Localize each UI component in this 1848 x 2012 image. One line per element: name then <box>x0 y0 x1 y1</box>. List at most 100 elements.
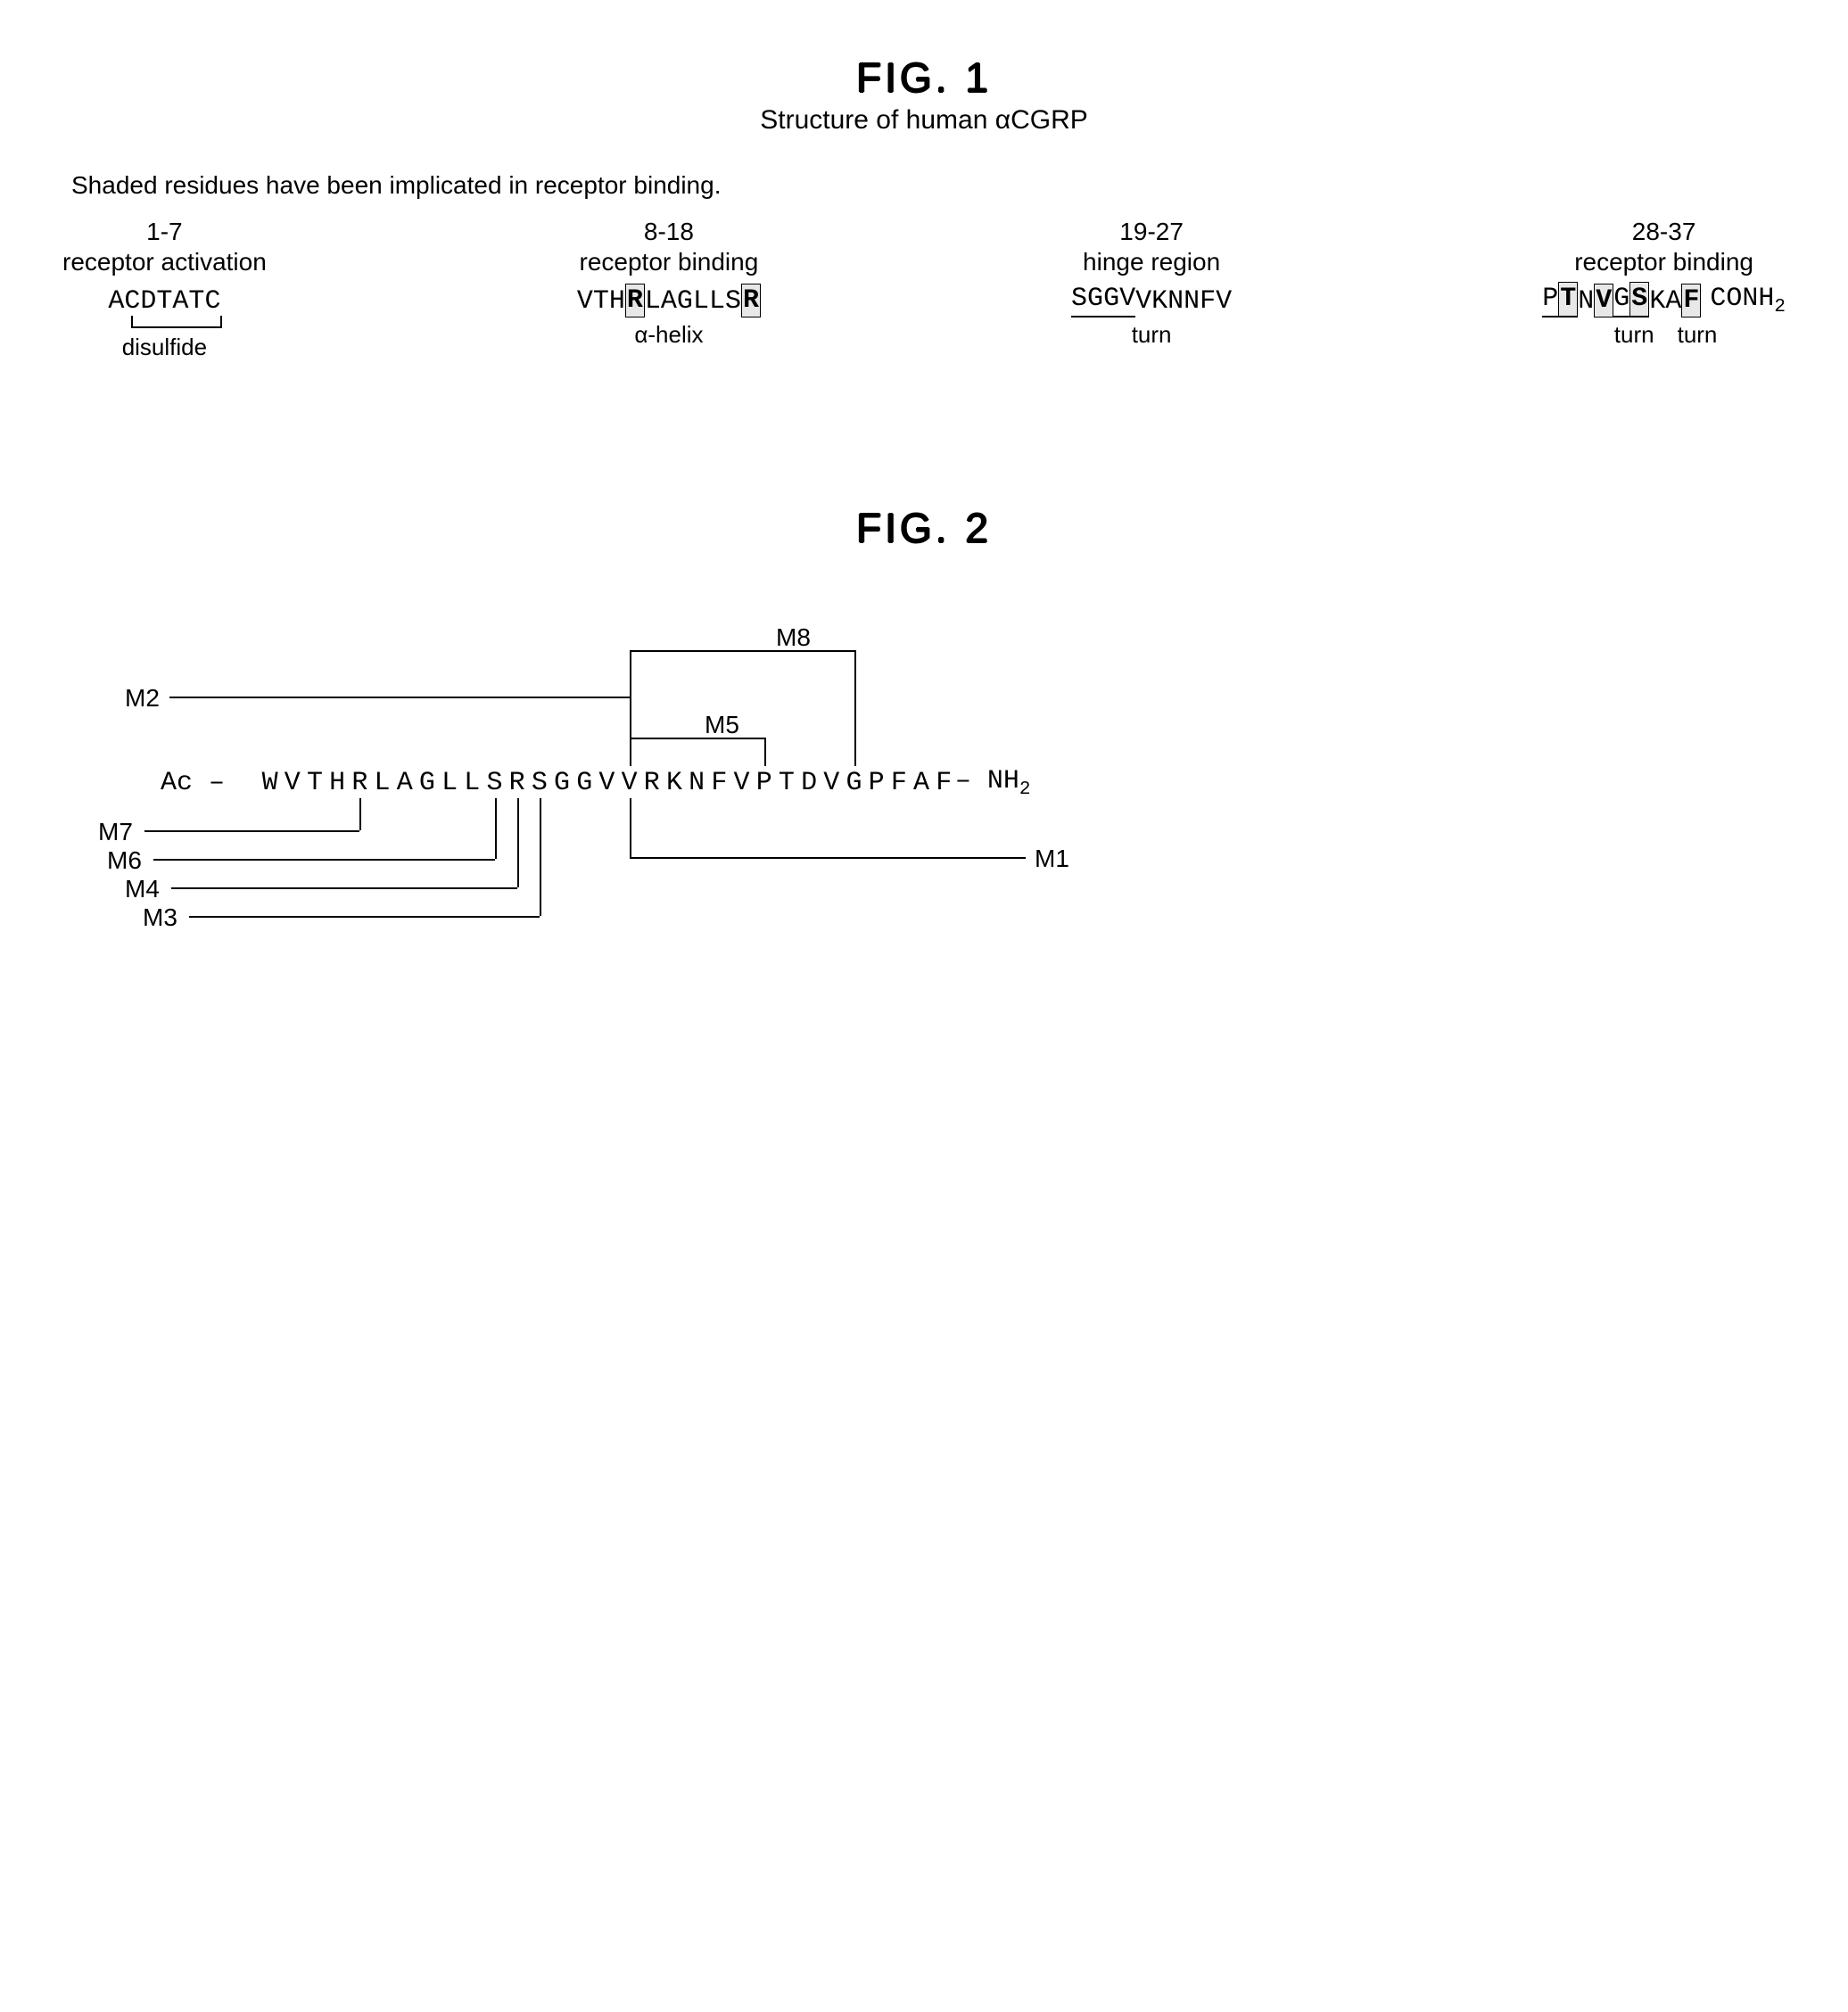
sequence-wrap: PTNVGSKAF CONH2 <box>1542 282 1786 317</box>
residue: K <box>1649 285 1665 317</box>
fig1-columns: 1-7receptor activationACDTATCdisulfide8-… <box>62 218 1786 361</box>
residue: P <box>1542 283 1558 317</box>
residue: L <box>693 285 709 317</box>
residue: K <box>663 768 685 798</box>
residue: G <box>843 768 865 798</box>
m3-leader-v <box>540 798 541 916</box>
residue: F <box>1200 285 1216 317</box>
m7-leader-v <box>359 798 361 830</box>
region-desc: receptor binding <box>1574 248 1753 276</box>
label-m6: M6 <box>107 846 142 875</box>
region-desc: receptor binding <box>580 248 759 276</box>
residue: G <box>1613 283 1629 317</box>
residue: T <box>775 768 797 798</box>
residue: D <box>140 285 156 317</box>
residue: S <box>725 285 741 317</box>
residue: G <box>573 768 596 798</box>
fig2-sequence: Ac – WVTHRLAGLLSRSGGVVRKNFVPTDVGPFAF – N… <box>161 766 1030 800</box>
m1-leader-h <box>630 857 1026 859</box>
below-annotation: disulfide <box>122 334 207 361</box>
fig1-column: 1-7receptor activationACDTATCdisulfide <box>62 218 267 361</box>
residue: R <box>640 768 663 798</box>
turn-label: turn <box>1678 321 1718 349</box>
residue: T <box>593 285 609 317</box>
turn-label: turn <box>1614 321 1654 349</box>
fig1-title-text: FIG. 1 <box>856 54 992 102</box>
label-m5: M5 <box>705 711 739 739</box>
residue: V <box>596 768 618 798</box>
residue: F <box>933 768 955 798</box>
residue: H <box>326 768 349 798</box>
residue: V <box>1594 284 1613 317</box>
residue: G <box>677 285 693 317</box>
m6-leader-h <box>153 859 495 861</box>
residue: W <box>259 768 281 798</box>
fig1-subtitle-suffix: CGRP <box>1011 105 1088 135</box>
m5-bracket-right <box>764 738 766 766</box>
residue: T <box>1558 282 1578 317</box>
fig1-subtitle-prefix: Structure of human <box>760 105 994 135</box>
sequence: SGGVVKNNFV <box>1071 282 1232 317</box>
figure-2: FIG. 2 Ac – WVTHRLAGLLSRSGGVVRKNFVPTDVGP… <box>36 504 1812 962</box>
residue: R <box>625 284 645 317</box>
m8-bracket-top <box>630 650 854 652</box>
residue: L <box>645 285 661 317</box>
fig2-title: FIG. 2 <box>36 504 1812 552</box>
label-m2: M2 <box>125 684 160 713</box>
sequence: PTNVGSKAF CONH2 <box>1542 282 1786 317</box>
range-label: 8-18 <box>644 218 694 246</box>
residue: A <box>910 768 932 798</box>
residue: C <box>124 285 140 317</box>
range-label: 19-27 <box>1119 218 1184 246</box>
residue: R <box>741 284 761 317</box>
residue: T <box>188 285 204 317</box>
n-terminal: Ac – <box>161 768 259 798</box>
sequence: ACDTATC <box>108 282 220 317</box>
region-desc: receptor activation <box>62 248 267 276</box>
residue: N <box>1578 285 1594 317</box>
sequence-wrap: VTHRLAGLLSR <box>577 282 761 317</box>
fig1-column: 8-18receptor bindingVTHRLAGLLSRα-helix <box>577 218 761 361</box>
sequence-wrap: ACDTATC <box>108 282 220 317</box>
residue: A <box>1665 285 1681 317</box>
residue: V <box>618 768 640 798</box>
residue: P <box>865 768 887 798</box>
below-annotation: turn <box>1132 321 1172 349</box>
label-m3: M3 <box>143 903 177 932</box>
residue: G <box>550 768 573 798</box>
label-m4: M4 <box>125 875 160 903</box>
label-m7: M7 <box>98 818 133 846</box>
residue: T <box>303 768 326 798</box>
residue: G <box>1087 283 1103 317</box>
residue: S <box>528 768 550 798</box>
residue: C <box>204 285 220 317</box>
residue: L <box>461 768 483 798</box>
residue: F <box>708 768 730 798</box>
m5-bracket-left <box>630 738 631 766</box>
residue: V <box>1119 283 1135 317</box>
residue: V <box>821 768 843 798</box>
residue: A <box>108 285 124 317</box>
residue: R <box>506 768 528 798</box>
residue: D <box>798 768 821 798</box>
fig1-caption: Shaded residues have been implicated in … <box>71 171 1812 200</box>
m5-bracket-top <box>630 738 764 739</box>
residue: S <box>1629 282 1649 317</box>
residue: N <box>686 768 708 798</box>
sequence-wrap: SGGVVKNNFV <box>1071 282 1232 317</box>
sequence: VTHRLAGLLSR <box>577 282 761 317</box>
residue: L <box>709 285 725 317</box>
fig2-title-text: FIG. 2 <box>856 504 992 552</box>
below-annotation: turn turn <box>1614 321 1718 349</box>
residue: A <box>661 285 677 317</box>
fig1-column: 19-27hinge regionSGGVVKNNFVturn <box>1071 218 1232 361</box>
m1-leader-v <box>630 798 631 857</box>
label-m8: M8 <box>776 623 811 652</box>
residue: L <box>439 768 461 798</box>
residue: A <box>393 768 416 798</box>
residue: V <box>730 768 753 798</box>
fig2-body: Ac – WVTHRLAGLLSRSGGVVRKNFVPTDVGPFAF – N… <box>89 588 1759 962</box>
residue: S <box>1071 283 1087 317</box>
residue: K <box>1151 285 1167 317</box>
c-terminal: – NH2 <box>955 766 1031 800</box>
